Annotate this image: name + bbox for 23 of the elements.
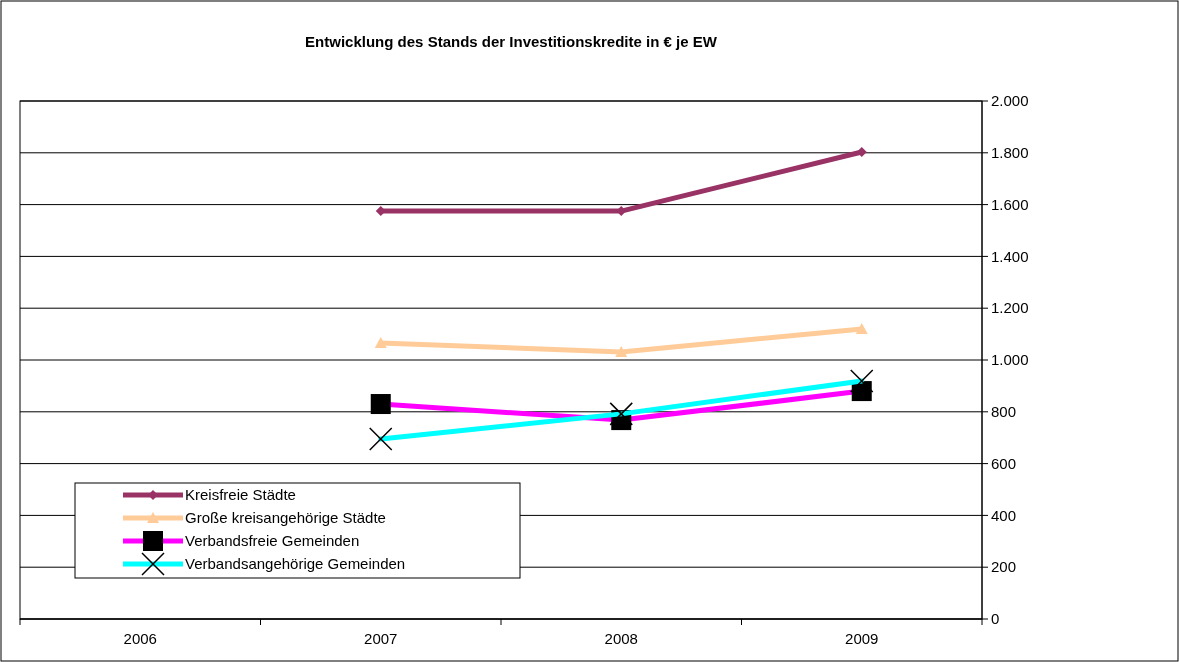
legend-label: Kreisfreie Städte — [185, 486, 296, 504]
point — [374, 336, 387, 348]
x-tick-label: 2006 — [123, 630, 157, 647]
y-tick-label: 1.000 — [991, 351, 1029, 369]
x-tick-label: 2008 — [604, 630, 638, 647]
y-tick-label: 200 — [991, 558, 1017, 576]
legend-label: Große kreisangehörige Städte — [185, 509, 386, 527]
y-tick-label: 2.000 — [991, 92, 1029, 110]
y-tick-label: 800 — [991, 403, 1017, 421]
y-tick-label: 1.200 — [991, 299, 1029, 317]
y-tick-label: 1.400 — [991, 247, 1029, 265]
point — [615, 345, 628, 357]
legend-label: Verbandsangehörige Gemeinden — [185, 555, 406, 573]
x-tick-label: 2007 — [364, 630, 398, 647]
chart-title: Entwicklung des Stands der Investitionskredite in € je EW — [305, 33, 718, 50]
y-tick-label: 600 — [991, 454, 1017, 472]
y-tick-label: 0 — [991, 610, 1000, 628]
y-tick-label: 1.800 — [991, 144, 1029, 162]
x-tick-label: 2009 — [845, 630, 879, 647]
y-tick-label: 1.600 — [991, 195, 1029, 213]
legend-label: Verbandsfreie Gemeinden — [185, 532, 360, 550]
y-tick-label: 400 — [991, 506, 1017, 524]
point — [855, 322, 868, 334]
